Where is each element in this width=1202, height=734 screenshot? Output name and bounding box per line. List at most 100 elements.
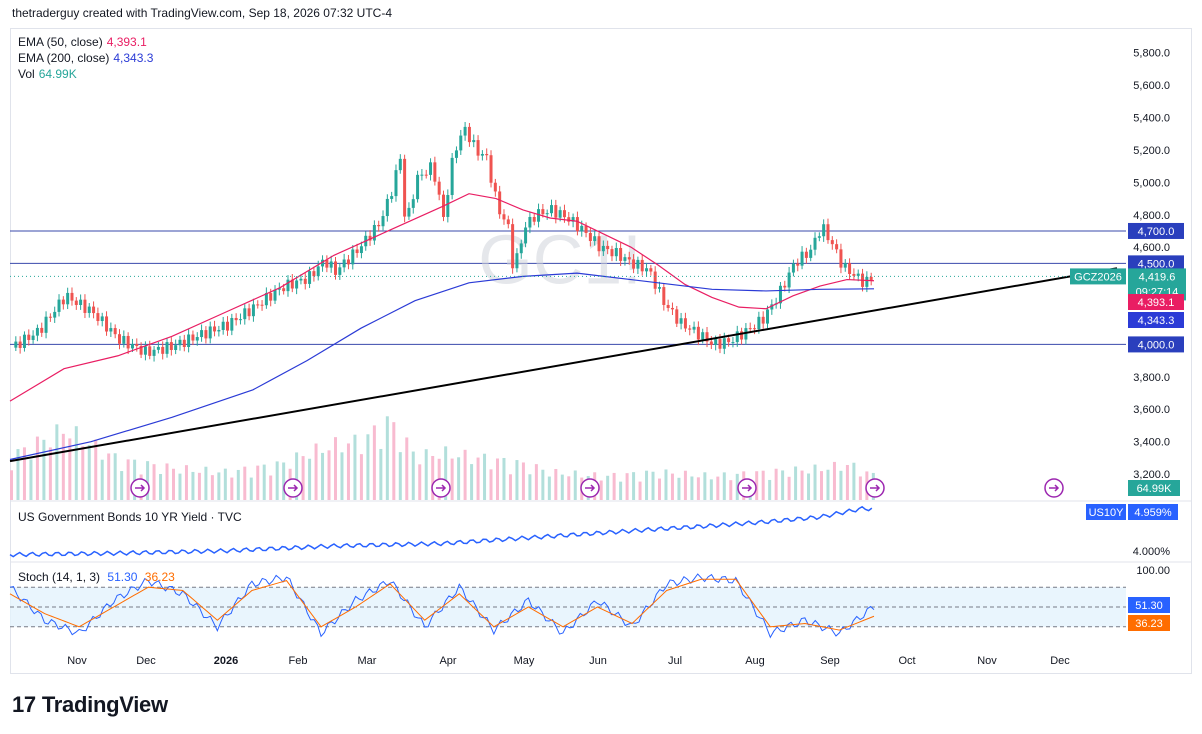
candle-body	[480, 153, 484, 156]
volume-tag-label: 64.99K	[1137, 483, 1173, 495]
candle-body	[541, 209, 545, 215]
candle-body	[558, 210, 562, 218]
volume-bar	[68, 438, 72, 500]
candle-body	[385, 198, 389, 217]
candle-body	[787, 272, 791, 288]
candle-body	[221, 321, 225, 330]
volume-bar	[508, 474, 512, 500]
candle-body	[122, 335, 126, 344]
x-tick-label: Aug	[745, 655, 765, 667]
volume-bar	[839, 470, 843, 500]
legend-vol[interactable]: Vol 64.99K	[18, 67, 77, 81]
candle-body	[40, 327, 44, 333]
volume-bar	[781, 470, 785, 500]
candle-body	[143, 346, 147, 355]
volume-bar	[787, 476, 791, 500]
candle-body	[645, 268, 649, 272]
volume-bar	[159, 474, 163, 500]
volume-bar	[346, 443, 350, 500]
stoch-k-value: 51.30	[107, 570, 138, 584]
candle-body	[554, 205, 558, 218]
volume-bar	[755, 471, 759, 500]
volume-bar	[651, 471, 655, 500]
volume-bar	[457, 457, 461, 500]
candle-body	[619, 247, 623, 261]
volume-bar	[230, 477, 234, 500]
candle-body	[411, 199, 415, 208]
candle-body	[372, 224, 376, 241]
volume-bar	[133, 459, 137, 500]
candle-body	[519, 243, 523, 254]
candle-body	[493, 182, 497, 192]
candle-body	[152, 349, 156, 356]
candle-body	[813, 237, 817, 250]
candle-body	[856, 273, 860, 276]
volume-bar	[42, 439, 46, 500]
volume-bar	[463, 449, 467, 500]
volume-bar	[353, 434, 357, 500]
volume-bar	[262, 464, 266, 500]
volume-bar	[476, 457, 480, 500]
volume-bar	[683, 470, 687, 500]
candle-body	[537, 209, 541, 222]
candle-body	[424, 174, 428, 176]
stoch-k-tag	[1128, 597, 1170, 613]
candle-body	[429, 162, 433, 175]
volume-bar	[625, 473, 629, 500]
volume-bar	[405, 437, 409, 500]
event-arrow-icon	[742, 484, 753, 492]
candle-body	[191, 334, 195, 341]
x-tick-label: May	[514, 655, 535, 667]
legend-ema200[interactable]: EMA (200, close) 4,343.3	[18, 51, 154, 65]
candle-body	[459, 135, 463, 151]
candle-body	[156, 346, 160, 350]
volume-bar	[502, 457, 506, 500]
candle-body	[852, 273, 856, 276]
volume-bar	[813, 464, 817, 500]
level-price-tag	[1128, 255, 1184, 272]
candle-body	[238, 319, 242, 321]
x-tick-label: 2026	[214, 655, 238, 667]
candle-body	[87, 306, 91, 313]
candle-body	[217, 329, 221, 332]
volume-bar	[599, 480, 603, 500]
candle-body	[174, 345, 178, 351]
volume-bar	[35, 436, 39, 500]
volume-bar	[178, 473, 182, 500]
candle-body	[753, 328, 757, 330]
candle-body	[766, 309, 769, 324]
candle-body	[817, 236, 821, 238]
volume-bar	[515, 460, 519, 500]
ema-price-label: 4,343.3	[1138, 315, 1175, 327]
volume-bar	[768, 479, 772, 500]
indicator-legend: EMA (50, close) 4,393.1 EMA (200, close) 4…	[18, 34, 153, 82]
legend-ema50[interactable]: EMA (50, close) 4,393.1	[18, 35, 147, 49]
bond-pane-label[interactable]: US Government Bonds 10 YR Yield · TVC	[18, 510, 242, 524]
candle-body	[286, 279, 290, 292]
candle-body	[606, 245, 610, 250]
candle-body	[731, 342, 735, 344]
volume-bar	[340, 452, 344, 500]
volume-bar	[826, 469, 830, 500]
volume-bar	[74, 426, 78, 500]
tradingview-brand[interactable]: 17 TradingView	[12, 692, 168, 718]
volume-bar	[638, 481, 642, 500]
x-tick-label: Oct	[898, 655, 915, 667]
candle-body	[735, 331, 739, 343]
candle-body	[696, 326, 700, 340]
candle-body	[683, 318, 687, 329]
volume-bar	[22, 447, 26, 500]
event-arrow-icon	[288, 484, 299, 492]
volume-bar	[301, 456, 305, 500]
candle-body	[524, 227, 528, 244]
volume-bar	[16, 449, 20, 500]
candle-body	[100, 316, 104, 322]
volume-bar	[411, 451, 415, 500]
candle-body	[118, 334, 121, 344]
candle-body	[476, 140, 480, 156]
volume-bar	[547, 476, 551, 500]
candle-body	[437, 181, 441, 195]
brand-name: TradingView	[41, 692, 168, 717]
stoch-pane-label[interactable]: Stoch (14, 1, 3) 51.30 36.23	[18, 570, 175, 584]
